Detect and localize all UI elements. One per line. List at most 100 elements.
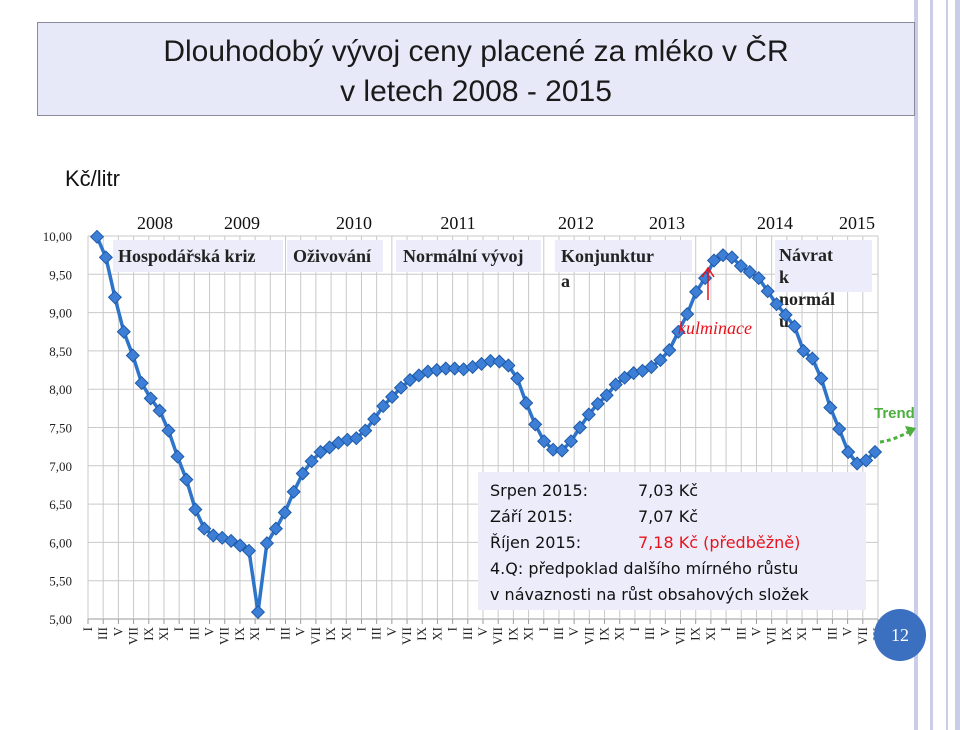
data-point bbox=[554, 443, 570, 458]
data-point bbox=[358, 423, 373, 438]
x-tick-label: XI bbox=[429, 627, 444, 641]
x-tick-label: XI bbox=[703, 627, 718, 641]
x-tick-label: VII bbox=[217, 627, 232, 645]
data-point bbox=[662, 343, 677, 358]
data-point bbox=[510, 371, 525, 386]
x-tick-label: VII bbox=[581, 627, 596, 645]
info-row: Září 2015: 7,07 Kč bbox=[490, 504, 866, 530]
border-stripe bbox=[946, 0, 948, 730]
data-point bbox=[367, 412, 382, 427]
trend-label: Trend bbox=[874, 405, 915, 422]
x-tick-label: I bbox=[262, 627, 277, 631]
year-label: 2013 bbox=[649, 213, 685, 233]
year-label: 2011 bbox=[440, 213, 475, 233]
data-point bbox=[680, 307, 695, 322]
x-tick-label: XI bbox=[612, 627, 627, 641]
y-tick-label: 8,00 bbox=[49, 382, 72, 397]
phase-label: Oživování bbox=[293, 246, 372, 266]
data-point bbox=[170, 449, 185, 464]
info-row-value: 7,03 Kč bbox=[638, 481, 698, 500]
kulminace-label: kulminace bbox=[678, 318, 752, 338]
data-point bbox=[286, 484, 301, 499]
x-tick-label: III bbox=[95, 627, 110, 640]
data-point bbox=[590, 396, 605, 411]
x-tick-label: V bbox=[566, 626, 581, 636]
data-point bbox=[250, 605, 266, 620]
x-tick-label: III bbox=[278, 627, 293, 640]
y-tick-label: 9,00 bbox=[49, 306, 72, 321]
x-tick-label: XI bbox=[521, 627, 536, 641]
info-row: Srpen 2015: 7,03 Kč bbox=[490, 478, 866, 504]
info-row: Říjen 2015: 7,18 Kč (předběžně) bbox=[490, 530, 866, 556]
data-point bbox=[322, 440, 337, 455]
x-tick-label: VII bbox=[399, 627, 414, 645]
data-point bbox=[340, 432, 355, 447]
data-point bbox=[671, 324, 686, 339]
data-point bbox=[814, 371, 829, 386]
x-tick-label: IX bbox=[688, 626, 703, 640]
x-tick-label: VII bbox=[673, 627, 688, 645]
title-line-2: v letech 2008 - 2015 bbox=[340, 75, 612, 108]
data-point bbox=[376, 399, 391, 414]
data-point bbox=[233, 538, 248, 553]
border-stripe bbox=[914, 0, 918, 730]
y-tick-label: 10,00 bbox=[43, 229, 72, 244]
data-point bbox=[787, 319, 802, 334]
info-row-value: 7,07 Kč bbox=[638, 507, 698, 526]
data-point bbox=[143, 391, 158, 406]
data-point bbox=[769, 297, 784, 312]
data-point bbox=[501, 358, 516, 373]
data-point bbox=[832, 421, 847, 437]
x-tick-label: VII bbox=[126, 627, 141, 645]
x-tick-label: I bbox=[171, 627, 186, 631]
phase-box bbox=[113, 240, 283, 272]
info-note-line-1: 4.Q: předpoklad dalšího mírného růstu bbox=[490, 559, 799, 578]
year-label: 2015 bbox=[839, 213, 875, 233]
data-point bbox=[98, 250, 113, 265]
data-point bbox=[483, 353, 498, 368]
x-tick-label: V bbox=[110, 626, 125, 636]
phase-label: k bbox=[779, 267, 789, 287]
data-point bbox=[742, 264, 757, 280]
x-tick-label: XI bbox=[156, 627, 171, 641]
year-label: 2012 bbox=[558, 213, 594, 233]
data-point bbox=[179, 472, 194, 487]
info-box: Srpen 2015: 7,03 Kč Září 2015: 7,07 Kč Říj… bbox=[478, 472, 866, 610]
x-tick-label: I bbox=[536, 627, 551, 631]
data-point bbox=[519, 395, 534, 411]
x-tick-label: V bbox=[840, 626, 855, 636]
data-point bbox=[617, 370, 632, 385]
data-point bbox=[653, 353, 668, 368]
y-tick-label: 7,50 bbox=[49, 421, 72, 436]
data-point bbox=[689, 284, 704, 299]
data-point bbox=[823, 400, 838, 415]
data-point bbox=[546, 442, 561, 457]
y-tick-label: 5,50 bbox=[49, 574, 72, 589]
x-tick-label: IX bbox=[323, 626, 338, 640]
phase-box bbox=[555, 240, 692, 272]
data-point bbox=[599, 388, 614, 403]
data-point bbox=[152, 403, 167, 418]
data-point bbox=[161, 423, 176, 438]
data-point bbox=[295, 466, 310, 481]
data-point bbox=[241, 543, 257, 558]
unit-label: Kč/litr bbox=[65, 166, 120, 191]
data-point bbox=[134, 376, 149, 391]
x-tick-label: III bbox=[642, 627, 657, 640]
data-point bbox=[778, 307, 793, 322]
phase-box bbox=[775, 240, 872, 292]
x-tick-label: IX bbox=[414, 626, 429, 640]
phase-label: u bbox=[779, 311, 789, 331]
x-tick-label: III bbox=[369, 627, 384, 640]
data-point bbox=[581, 407, 596, 422]
phase-box bbox=[287, 240, 383, 272]
data-point bbox=[724, 250, 739, 265]
data-point bbox=[420, 364, 435, 379]
data-point bbox=[313, 444, 328, 460]
phase-label: Hospodářská kriz bbox=[118, 246, 256, 266]
y-tick-label: 5,00 bbox=[49, 612, 72, 627]
y-tick-label: 6,50 bbox=[49, 497, 72, 512]
data-point bbox=[572, 420, 587, 435]
x-tick-label: I bbox=[809, 627, 824, 631]
data-point bbox=[393, 380, 409, 395]
